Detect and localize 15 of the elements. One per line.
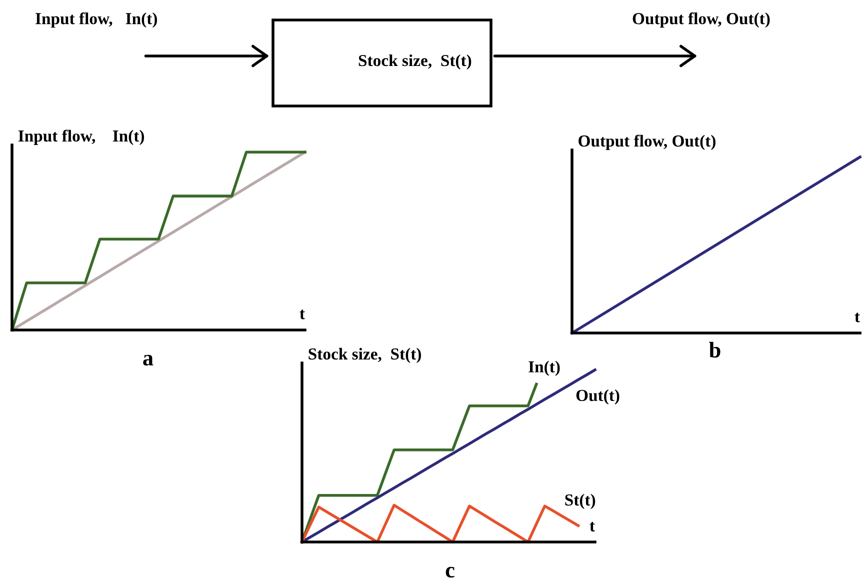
text: b (709, 342, 720, 358)
series-label: In(t) (528, 360, 560, 376)
text: Input flow, In(t) (36, 12, 157, 28)
text: c (446, 566, 454, 578)
text: Output flow, Out(t) (632, 12, 770, 28)
text: a (143, 354, 154, 366)
series-label: St(t) (565, 494, 596, 509)
y-axis-title: Input flow, In(t) (18, 130, 144, 145)
text: Stock size, St(t) (358, 54, 472, 70)
series-label: Out(t) (576, 389, 620, 404)
x-axis-title: t (854, 312, 860, 322)
y-axis-title: Stock size, St(t) (308, 348, 421, 363)
y-axis-title: Output flow, Out(t) (578, 134, 716, 150)
x-axis-title: t (590, 522, 595, 532)
x-axis-title: t (300, 310, 305, 320)
